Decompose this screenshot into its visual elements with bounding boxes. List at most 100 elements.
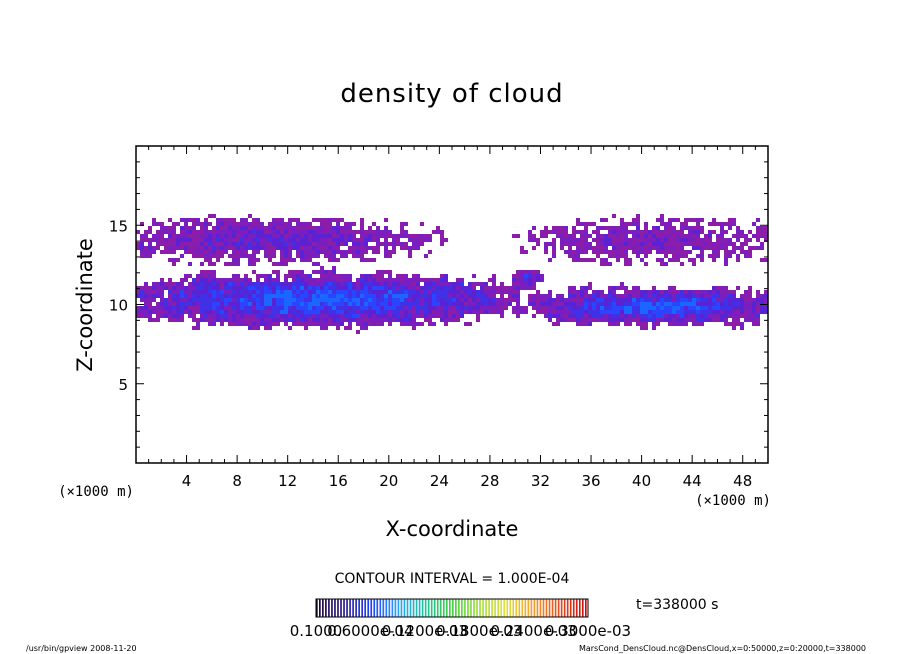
- density-cell: [312, 302, 316, 306]
- density-cell: [640, 246, 644, 250]
- density-cell: [472, 282, 476, 286]
- density-cell: [616, 294, 620, 298]
- density-cell: [616, 238, 620, 242]
- density-cell: [588, 222, 592, 226]
- density-cell: [160, 278, 164, 282]
- density-cell: [760, 226, 764, 230]
- density-cell: [572, 258, 576, 262]
- density-cell: [672, 242, 676, 246]
- density-cell: [624, 294, 628, 298]
- density-cell: [672, 250, 676, 254]
- density-cell: [636, 222, 640, 226]
- density-cell: [648, 234, 652, 238]
- density-cell: [224, 318, 228, 322]
- density-cell: [156, 222, 160, 226]
- density-cell: [188, 242, 192, 246]
- density-cell: [652, 298, 656, 302]
- density-cell: [428, 318, 432, 322]
- density-cell: [276, 318, 280, 322]
- density-cell: [508, 298, 512, 302]
- density-cell: [316, 298, 320, 302]
- density-cell: [616, 306, 620, 310]
- density-cell: [316, 242, 320, 246]
- density-cell: [656, 314, 660, 318]
- density-cell: [652, 238, 656, 242]
- density-cell: [676, 238, 680, 242]
- density-cell: [336, 242, 340, 246]
- density-cell: [408, 318, 412, 322]
- density-cell: [200, 246, 204, 250]
- density-cell: [332, 230, 336, 234]
- density-cell: [684, 318, 688, 322]
- density-cell: [636, 250, 640, 254]
- density-cell: [688, 226, 692, 230]
- density-cell: [308, 306, 312, 310]
- density-cell: [704, 246, 708, 250]
- density-cell: [360, 322, 364, 326]
- density-cell: [640, 318, 644, 322]
- density-cell: [356, 322, 360, 326]
- density-cell: [156, 234, 160, 238]
- density-cell: [256, 222, 260, 226]
- density-cell: [196, 298, 200, 302]
- density-cell: [660, 302, 664, 306]
- density-cell: [388, 294, 392, 298]
- density-cell: [432, 286, 436, 290]
- density-cell: [228, 302, 232, 306]
- density-cell: [332, 250, 336, 254]
- density-cell: [636, 214, 640, 218]
- colorbar-stripe: [346, 599, 348, 617]
- colorbar-stripe: [512, 599, 515, 617]
- density-cell: [396, 298, 400, 302]
- density-cell: [172, 318, 176, 322]
- density-cell: [744, 250, 748, 254]
- density-cell: [688, 258, 692, 262]
- density-cell: [228, 218, 232, 222]
- density-cell: [248, 278, 252, 282]
- density-cell: [444, 306, 448, 310]
- density-cell: [216, 226, 220, 230]
- density-cell: [480, 286, 484, 290]
- density-cell: [572, 230, 576, 234]
- density-cell: [348, 326, 352, 330]
- density-cell: [300, 222, 304, 226]
- density-cell: [536, 270, 540, 274]
- density-cell: [336, 278, 340, 282]
- density-cell: [692, 258, 696, 262]
- density-cell: [248, 230, 252, 234]
- density-cell: [712, 254, 716, 258]
- density-cell: [352, 314, 356, 318]
- density-cell: [472, 294, 476, 298]
- density-cell: [204, 314, 208, 318]
- density-cell: [592, 222, 596, 226]
- density-cell: [660, 218, 664, 222]
- density-cell: [368, 246, 372, 250]
- density-cell: [520, 282, 524, 286]
- density-cell: [208, 314, 212, 318]
- density-cell: [208, 306, 212, 310]
- density-cell: [208, 318, 212, 322]
- density-cell: [464, 294, 468, 298]
- density-cell: [668, 246, 672, 250]
- density-cell: [288, 218, 292, 222]
- density-cell: [360, 294, 364, 298]
- density-cell: [228, 226, 232, 230]
- density-cell: [364, 246, 368, 250]
- density-cell: [424, 238, 428, 242]
- density-cell: [292, 278, 296, 282]
- density-cell: [160, 250, 164, 254]
- density-cell: [180, 294, 184, 298]
- density-cell: [588, 302, 592, 306]
- density-cell: [592, 250, 596, 254]
- density-cell: [180, 230, 184, 234]
- density-cell: [300, 274, 304, 278]
- density-cell: [580, 306, 584, 310]
- density-cell: [740, 230, 744, 234]
- density-cell: [620, 222, 624, 226]
- density-cell: [420, 306, 424, 310]
- density-cell: [436, 294, 440, 298]
- density-cell: [572, 306, 576, 310]
- density-cell: [556, 314, 560, 318]
- density-cell: [384, 310, 388, 314]
- density-cell: [580, 298, 584, 302]
